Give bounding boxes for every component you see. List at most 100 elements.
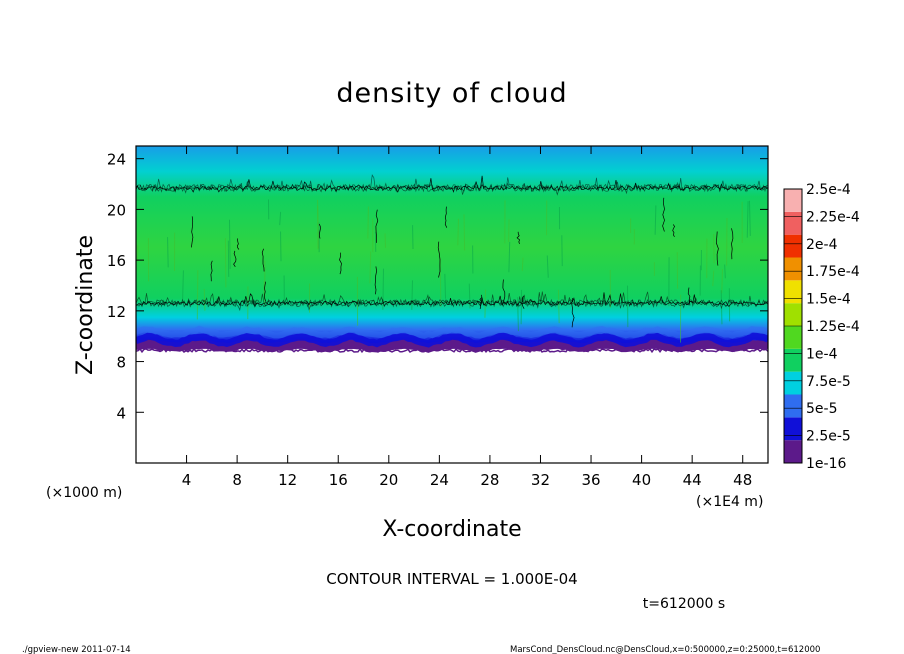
colorbar-segment [784,189,802,212]
contour-filament [521,296,525,309]
base-edge [136,347,768,354]
x-unit-label: (×1E4 m) [696,494,763,510]
plot-area [135,145,769,464]
colorbar-segment [784,394,802,418]
colorbar-segment [784,280,802,304]
colorbar-label: 1e-4 [806,346,838,362]
cloud-streak [384,233,387,248]
colorbar-label: 1.5e-4 [806,292,851,308]
contour-filament [731,228,734,260]
y-tick-label: 16 [107,252,126,270]
cloud-streak [444,273,447,299]
colorbar-label: 1.25e-4 [806,319,860,335]
cloud-streak [463,214,466,251]
x-tick-label: 32 [531,471,550,489]
y-tick-label: 12 [107,303,126,321]
density-field [136,146,768,354]
cloud-streak [724,264,726,279]
cloud-streak [411,280,413,310]
cloud-streak [279,211,282,226]
time-label: t=612000 s [643,596,725,612]
contour-filament [715,231,719,266]
x-tick-label: 28 [480,471,499,489]
colorbar-label: 1e-16 [806,456,846,472]
contour-filament [501,279,506,306]
plot-frame [135,145,769,464]
contour-line [136,291,768,311]
y-axis: 4 8 12 16 20 24 [107,151,768,422]
contour-interval-text: CONTOUR INTERVAL = 1.000E-04 [326,570,577,588]
contour-filament [444,206,448,228]
contour-filament [339,252,342,275]
x-tick-label: 36 [581,471,600,489]
cloud-streak [228,219,231,269]
cloud-streak [457,218,459,246]
cloud-streak [746,201,749,238]
x-tick-label: 48 [733,471,752,489]
contour-filament [261,248,265,272]
cloud-layer [136,146,768,349]
colorbar-segment [784,348,802,372]
base-band [136,325,768,339]
colorbar-label: 7.5e-5 [806,374,851,390]
y-tick-label: 24 [107,151,126,169]
colorbar-segment [784,371,802,395]
colorbar-segment [784,257,802,281]
base-band [136,338,768,353]
contour-filament [264,281,267,302]
cloud-streak [167,237,169,268]
cloud-streak [546,255,549,278]
cloud-streak [748,200,751,236]
colorbar-label: 2.5e-4 [806,182,851,198]
x-axis: 4 8 12 16 20 24 28 32 36 40 44 48 [182,146,752,489]
x-tick-label: 8 [232,471,242,489]
contour-filament [662,197,665,232]
colorbar-label: 2.25e-4 [806,209,860,225]
contour-filament [479,294,483,310]
colorbar-label: 2.5e-5 [806,429,851,445]
x-axis-label: X-coordinate [382,517,521,542]
colorbar-segment [784,234,802,258]
cloud-streak [654,205,657,235]
cloud-streak [439,257,442,307]
contour-filament [516,231,521,245]
footer-right: MarsCond_DensCloud.nc@DensCloud,x=0:5000… [510,645,820,654]
cloud-streak [517,297,519,332]
cloud-streak [712,270,715,287]
contour-line [136,174,768,196]
contour-filament [672,224,676,237]
colorbar-segment [784,440,802,463]
y-tick-label: 8 [116,354,126,372]
colorbar-label: 1.75e-4 [806,264,860,280]
colorbar: 1e-16 2.5e-5 5e-5 7.5e-5 1e-4 1.25e-4 1.5e-4 1.… [783,182,860,472]
cloud-streak [367,206,369,239]
footer-left: ./gpview-new 2011-07-14 [22,645,131,654]
contour-line [136,292,768,312]
cloud-streak [508,241,511,273]
cloud-streak [369,251,372,284]
contour-filament [210,260,213,282]
y-tick-label: 4 [116,404,126,422]
contour-filament [191,216,194,248]
x-tick-label: 40 [632,471,651,489]
x-tick-label: 20 [379,471,398,489]
colorbar-label: 5e-5 [806,401,837,417]
chart-title: density of cloud [336,78,567,109]
contour-filament [374,266,377,295]
colorbar-segment [784,417,802,441]
colorbar-label: 2e-4 [806,237,838,253]
x-tick-label: 4 [182,471,192,489]
contour-lines [136,174,768,328]
x-tick-label: 44 [683,471,702,489]
contour-filament [437,241,441,278]
colorbar-segment [784,211,802,235]
contour-line [136,177,768,195]
cloud-streak [196,270,199,320]
colorbar-segment [784,326,802,349]
cloud-streak [721,269,723,294]
contour-filament [236,238,240,250]
x-tick-label: 16 [329,471,348,489]
contour-filament [375,209,379,243]
y-tick-label: 20 [107,201,126,219]
